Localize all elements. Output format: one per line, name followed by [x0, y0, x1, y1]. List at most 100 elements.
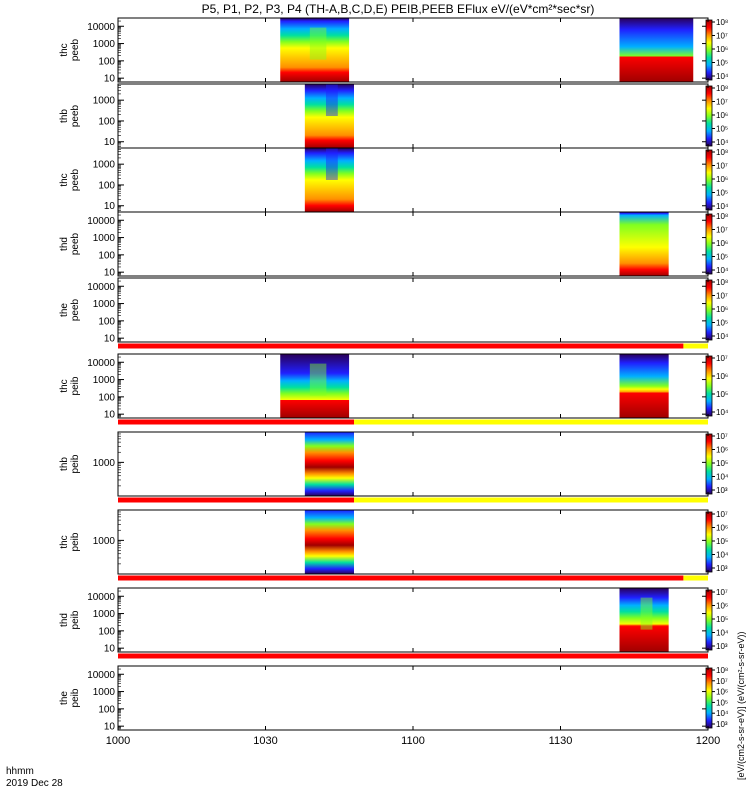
panel-thb-peib: 1000 thbpeib 10³ 10⁴ 10⁵ 10⁶ 10⁷	[59, 431, 729, 503]
y-tick-label: 100	[98, 316, 115, 327]
colorbar-tick-label: 10⁸	[716, 278, 728, 287]
x-tick-label: 1130	[549, 735, 573, 747]
colorbar	[705, 667, 713, 729]
colorbar-tick-label: 10⁴	[716, 266, 729, 275]
colorbar-label: [eV/(cm2-s-sr-eV)] (eV/(cm²-s-sr-eV))	[736, 632, 746, 781]
panel-frame	[117, 509, 709, 575]
y-tick-label: 100	[98, 704, 115, 715]
y-tick-label: 1000	[93, 687, 116, 698]
y-axis-label-dataset: peeb	[70, 104, 81, 127]
panel-frame	[117, 147, 709, 213]
x-tick-label: 1200	[696, 735, 720, 747]
y-tick-label: 10	[104, 644, 116, 655]
spectrogram-segment	[619, 588, 669, 652]
colorbar-tick-label: 10³	[716, 642, 728, 651]
spectrogram-burst	[309, 27, 327, 60]
y-axis-label-probe: thc	[59, 535, 70, 548]
y-tick-label: 100	[98, 250, 115, 261]
y-tick-label: 100	[98, 392, 115, 403]
flag-bar-off	[354, 419, 708, 425]
panel-thc-peib: 1000 thcpeib 10³ 10⁴ 10⁵ 10⁶ 10⁷	[59, 509, 729, 581]
flag-bar-on	[118, 575, 684, 581]
y-tick-label: 1000	[93, 299, 116, 310]
colorbar	[705, 213, 713, 275]
y-axis-label: thbpeib	[59, 454, 81, 473]
y-axis-label-dataset: peeb	[70, 38, 81, 61]
colorbar-tick-label: 10⁷	[716, 432, 728, 441]
y-axis-label-probe: thd	[59, 613, 70, 627]
y-axis-label-probe: thd	[59, 237, 70, 251]
colorbar-tick-label: 10⁴	[716, 709, 729, 718]
colorbar-tick-label: 10⁷	[716, 354, 728, 363]
y-axis-label-probe: the	[59, 691, 70, 705]
colorbar-tick-label: 10⁶	[716, 305, 728, 314]
panel-thc-peeb: 10 100 1000 10000 thcpeeb 10⁴ 10⁵ 10⁶ 10⁷ 10⁸	[59, 17, 729, 85]
y-axis-label: thcpeib	[59, 376, 81, 395]
panel-frame	[117, 83, 709, 149]
flag-bar-off	[683, 343, 708, 349]
panel-thd-peib: 10 100 1000 10000 thdpeib 10³ 10⁴ 10⁵ 10⁶ 10⁷	[59, 587, 729, 659]
flag-bar-on	[118, 653, 708, 659]
colorbar-tick-label: 10⁷	[716, 510, 728, 519]
y-axis-label-probe: thc	[59, 43, 70, 56]
panel-thb-peeb: 10 100 1000 thbpeeb 10⁴ 10⁵ 10⁶ 10⁷ 10⁸	[59, 83, 729, 149]
flag-bar-on	[118, 497, 354, 503]
colorbar	[705, 355, 713, 417]
colorbar-tick-label: 10³	[716, 720, 728, 729]
colorbar-tick-label: 10³	[716, 564, 728, 573]
spectrogram-segment	[304, 510, 354, 574]
colorbar	[705, 589, 713, 651]
y-tick-label: 1000	[93, 458, 116, 469]
y-tick-label: 10	[104, 201, 116, 212]
panel-thc-peib: 10 100 1000 10000 thcpeib 10⁴ 10⁵ 10⁶ 10⁷	[59, 353, 729, 425]
colorbar-tick-label: 10⁴	[716, 473, 729, 482]
colorbar-tick-label: 10⁶	[716, 45, 728, 54]
colorbar-tick-label: 10³	[716, 486, 728, 495]
colorbar	[705, 279, 713, 341]
colorbar-tick-label: 10⁶	[716, 239, 728, 248]
colorbar-tick-label: 10⁵	[716, 459, 728, 468]
y-tick-label: 10	[104, 74, 116, 85]
y-tick-label: 1000	[93, 375, 116, 386]
colorbar-tick-label: 10⁷	[716, 226, 728, 235]
colorbar-tick-label: 10⁸	[716, 212, 728, 221]
colorbar-tick-label: 10⁶	[716, 175, 728, 184]
panel-frame	[117, 665, 709, 731]
colorbar-tick-label: 10⁸	[716, 18, 728, 27]
y-axis-label-dataset: peib	[70, 376, 81, 395]
colorbar	[705, 19, 713, 81]
y-axis-label: thcpeeb	[59, 168, 81, 191]
y-tick-label: 1000	[93, 96, 116, 107]
spectrogram-burst	[640, 597, 653, 630]
y-tick-label: 10	[104, 722, 116, 733]
y-tick-label: 10000	[87, 358, 115, 369]
colorbar-tick-label: 10⁴	[716, 332, 729, 341]
spectrogram-segment	[280, 18, 350, 82]
y-axis-label-dataset: peeb	[70, 298, 81, 321]
colorbar-tick-label: 10⁴	[716, 202, 729, 211]
colorbar-tick-label: 10⁸	[716, 148, 728, 157]
colorbar-tick-label: 10⁷	[716, 32, 728, 41]
y-tick-label: 10	[104, 268, 116, 279]
colorbar	[705, 433, 713, 495]
y-axis-label: thepeib	[59, 688, 81, 707]
flag-bar-off	[683, 575, 708, 581]
y-axis-label-probe: thc	[59, 379, 70, 392]
y-tick-label: 10	[104, 137, 116, 148]
colorbar-tick-label: 10⁵	[716, 59, 728, 68]
y-tick-label: 10000	[87, 670, 115, 681]
spectrogram-segment	[280, 354, 350, 418]
colorbar-tick-label: 10⁷	[716, 98, 728, 107]
colorbar-tick-label: 10⁵	[716, 615, 728, 624]
y-tick-label: 10	[104, 334, 116, 345]
colorbar-tick-label: 10⁶	[716, 372, 728, 381]
spectrogram-segment	[619, 212, 669, 276]
y-axis-label: thcpeib	[59, 532, 81, 551]
colorbar-tick-label: 10⁵	[716, 125, 728, 134]
spectrogram-burst	[325, 84, 338, 116]
y-tick-label: 1000	[93, 39, 116, 50]
y-axis-label: thcpeeb	[59, 38, 81, 61]
y-axis-label-dataset: peib	[70, 610, 81, 629]
